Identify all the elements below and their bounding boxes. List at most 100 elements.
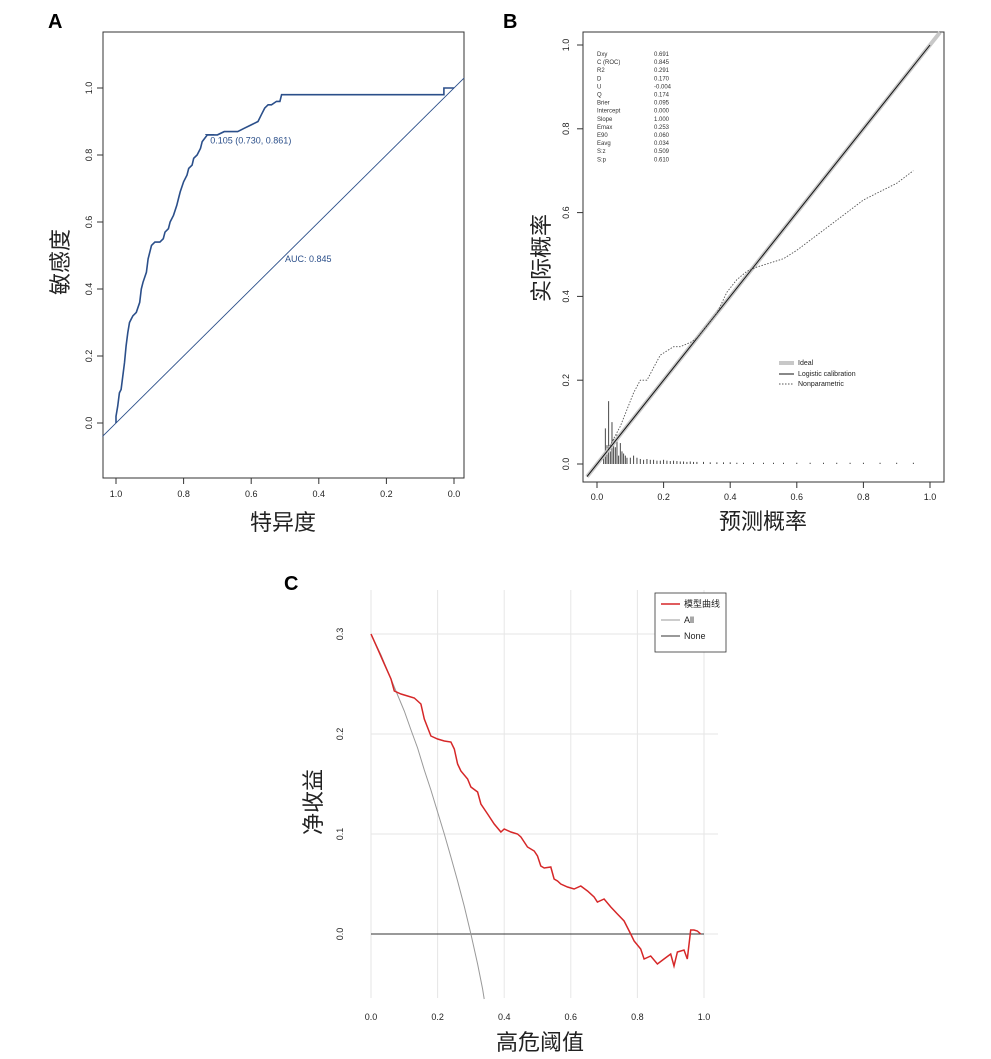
stat-label: Eavg (597, 141, 611, 147)
calibration-plot-frame (582, 31, 945, 483)
decision-curve-panel: 0.0 0.1 0.2 0.3 0.0 0.2 0.4 0.6 0.8 1.0 模型曲线 All… (302, 590, 727, 1056)
decision-y-tick-label: 0.2 (335, 728, 345, 741)
calibration-histogram (603, 401, 914, 464)
stat-value: 0.034 (654, 141, 670, 147)
all-curve (370, 633, 485, 1000)
stat-label: S:z (597, 149, 606, 155)
stat-label: D (597, 76, 602, 82)
calibration-legend: Ideal Logistic calibration Nonparametric (779, 360, 856, 388)
stat-label: S:p (597, 157, 607, 163)
roc-reference-line (102, 77, 465, 437)
decision-y-axis-title: 净收益 (302, 769, 327, 835)
stat-label: E90 (597, 133, 608, 139)
stat-value: 0.095 (654, 101, 670, 107)
decision-x-axis-title: 高危阈值 (496, 1031, 584, 1056)
roc-x-axis-title: 特异度 (250, 511, 316, 536)
stat-value: 0.170 (654, 76, 670, 82)
roc-y-tick-label: 0.4 (84, 283, 94, 296)
roc-x-tick-label: 0.8 (177, 489, 190, 499)
roc-x-tick-label: 0.4 (313, 489, 326, 499)
stat-label: Emax (597, 125, 612, 131)
decision-y-axis: 0.0 0.1 0.2 0.3 (335, 628, 345, 941)
decision-x-tick-label: 1.0 (698, 1012, 711, 1022)
decision-x-tick-label: 0.8 (631, 1012, 644, 1022)
stat-value: 0.253 (654, 125, 670, 131)
legend-box (654, 592, 727, 653)
model-curve (370, 633, 702, 969)
calibration-y-tick-label: 0.4 (561, 290, 571, 303)
calibration-y-tick-label: 1.0 (561, 39, 571, 52)
roc-x-tick-label: 1.0 (110, 489, 123, 499)
decision-y-tick-label: 0.0 (335, 928, 345, 941)
roc-y-tick-label: 0.0 (84, 417, 94, 430)
calibration-x-tick-label: 0.2 (657, 492, 670, 502)
calibration-y-tick-label: 0.6 (561, 206, 571, 219)
stat-value: 0.291 (654, 68, 670, 74)
stat-label: U (597, 84, 601, 90)
stat-label: Brier (597, 101, 610, 107)
stat-value: 0.000 (654, 109, 670, 115)
roc-x-axis: 1.0 0.8 0.6 0.4 0.2 0.0 (110, 478, 461, 499)
roc-x-tick-label: 0.2 (380, 489, 393, 499)
stat-label: Q (597, 93, 602, 99)
stat-label: Dxy (597, 52, 607, 58)
nonparametric-curve (606, 170, 914, 452)
stat-value: 0.174 (654, 93, 670, 99)
auc-annotation: AUC: 0.845 (285, 254, 332, 264)
roc-y-axis: 0.0 0.2 0.4 0.6 0.8 1.0 (84, 82, 103, 430)
roc-y-tick-label: 1.0 (84, 82, 94, 95)
calibration-y-axis-title: 实际概率 (530, 214, 555, 302)
calibration-y-tick-label: 0.2 (561, 374, 571, 387)
calibration-y-tick-label: 0.0 (561, 458, 571, 471)
stat-label: R2 (597, 68, 605, 74)
calibration-x-tick-label: 0.8 (857, 492, 870, 502)
roc-y-tick-label: 0.6 (84, 216, 94, 229)
calibration-x-axis-title: 预测概率 (719, 510, 807, 535)
roc-panel: 0.0 0.2 0.4 0.6 0.8 1.0 1.0 0.8 0.6 0.4 0.2 0.0 0.… (49, 31, 465, 536)
roc-x-tick-label: 0.6 (245, 489, 258, 499)
decision-x-tick-label: 0.0 (365, 1012, 378, 1022)
legend-label-ideal: Ideal (798, 360, 814, 367)
roc-x-tick-label: 0.0 (448, 489, 461, 499)
calibration-x-axis: 0.0 0.2 0.4 0.6 0.8 1.0 (591, 482, 937, 502)
roc-y-tick-label: 0.8 (84, 149, 94, 162)
decision-x-axis: 0.0 0.2 0.4 0.6 0.8 1.0 (365, 1012, 711, 1022)
calibration-x-tick-label: 0.0 (591, 492, 604, 502)
stat-value: 1.000 (654, 117, 670, 123)
stat-value: 0.691 (654, 52, 670, 58)
logistic-calibration-line (586, 44, 931, 477)
stat-value: 0.509 (654, 149, 670, 155)
decision-x-tick-label: 0.4 (498, 1012, 511, 1022)
decision-x-tick-label: 0.2 (431, 1012, 444, 1022)
calibration-y-axis: 0.0 0.2 0.4 0.6 0.8 1.0 (561, 39, 583, 471)
stat-label: Slope (597, 117, 613, 123)
calibration-panel: 0.0 0.2 0.4 0.6 0.8 1.0 0.0 0.2 0.4 0.6 0.8 1.0 Dx… (530, 31, 945, 535)
legend-label-logistic: Logistic calibration (798, 371, 856, 378)
calibration-stats-table: Dxy 0.691 C (ROC) 0.845 R2 0.291 D 0.170 U -0.004… (597, 52, 672, 163)
decision-y-tick-label: 0.1 (335, 828, 345, 841)
stat-label: C (ROC) (597, 60, 620, 66)
stat-value: -0.004 (654, 84, 672, 90)
legend-label-nonparametric: Nonparametric (798, 381, 844, 388)
stat-value: 0.060 (654, 133, 670, 139)
roc-plot-frame (102, 31, 465, 479)
threshold-annotation: 0.105 (0.730, 0.861) (210, 136, 291, 146)
calibration-x-tick-label: 0.6 (791, 492, 804, 502)
roc-curve (115, 87, 454, 423)
stat-label: Intercept (597, 109, 621, 115)
roc-y-axis-title: 敏感度 (49, 229, 74, 295)
legend-label-all: All (684, 615, 694, 625)
calibration-x-tick-label: 0.4 (724, 492, 737, 502)
legend-label-none: None (684, 631, 706, 641)
calibration-y-tick-label: 0.8 (561, 123, 571, 136)
stat-value: 0.845 (654, 60, 670, 66)
panel-label-c: C (284, 573, 298, 595)
panel-label-a: A (48, 11, 62, 33)
calibration-x-tick-label: 1.0 (924, 492, 937, 502)
decision-y-tick-label: 0.3 (335, 628, 345, 641)
decision-x-tick-label: 0.6 (565, 1012, 578, 1022)
roc-y-tick-label: 0.2 (84, 350, 94, 363)
legend-label-model: 模型曲线 (684, 598, 720, 609)
stat-value: 0.610 (654, 157, 670, 163)
